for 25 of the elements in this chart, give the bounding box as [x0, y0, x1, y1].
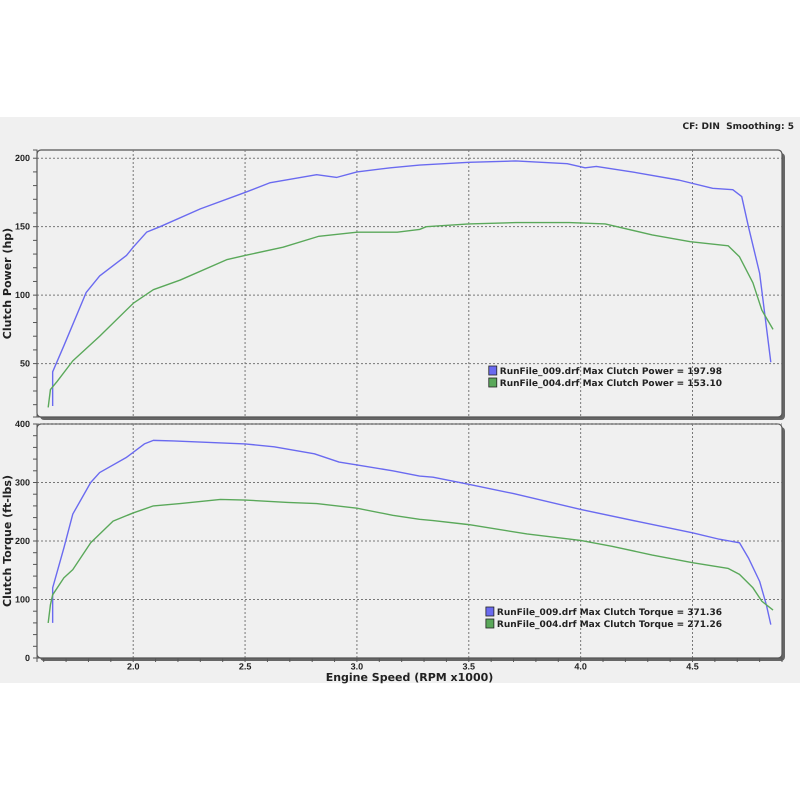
- y-tick-label: 50: [20, 358, 30, 368]
- y-tick-label: 100: [14, 290, 30, 300]
- y-tick-label: 400: [14, 418, 30, 429]
- line-series: [52, 160, 772, 407]
- y-axis-title: Clutch Torque (ft-lbs): [1, 475, 14, 607]
- legend-label: RunFile_009.drf Max Clutch Torque = 371.36: [496, 608, 722, 618]
- y-tick-label: 100: [14, 594, 30, 604]
- y-tick-label: 0: [24, 652, 30, 663]
- x-tick-label: 3.5: [462, 661, 476, 672]
- y-tick-label: 300: [14, 477, 30, 488]
- legend-label: RunFile_009.drf Max Clutch Power = 197.98: [500, 367, 722, 377]
- x-tick-label: 3.0: [350, 661, 364, 672]
- x-tick-label: 4.0: [574, 661, 587, 672]
- y-tick-label: 200: [14, 153, 30, 164]
- legend-label: RunFile_004.drf Max Clutch Torque = 271.26: [496, 620, 722, 630]
- legend-label: RunFile_004.drf Max Clutch Power = 153.10: [500, 379, 722, 389]
- x-tick-label: 2.0: [126, 661, 140, 672]
- line-series: [47, 222, 774, 408]
- text: CF: DIN Smoothing: 5: [682, 122, 794, 132]
- y-tick-label: 200: [14, 536, 30, 546]
- x-axis-title: Engine Speed (RPM x1000): [326, 671, 494, 684]
- y-axis-title: Clutch Power (hp): [1, 228, 14, 340]
- y-tick-label: 150: [14, 222, 30, 232]
- x-tick-label: 4.5: [686, 661, 699, 672]
- x-tick-label: 2.5: [238, 661, 252, 672]
